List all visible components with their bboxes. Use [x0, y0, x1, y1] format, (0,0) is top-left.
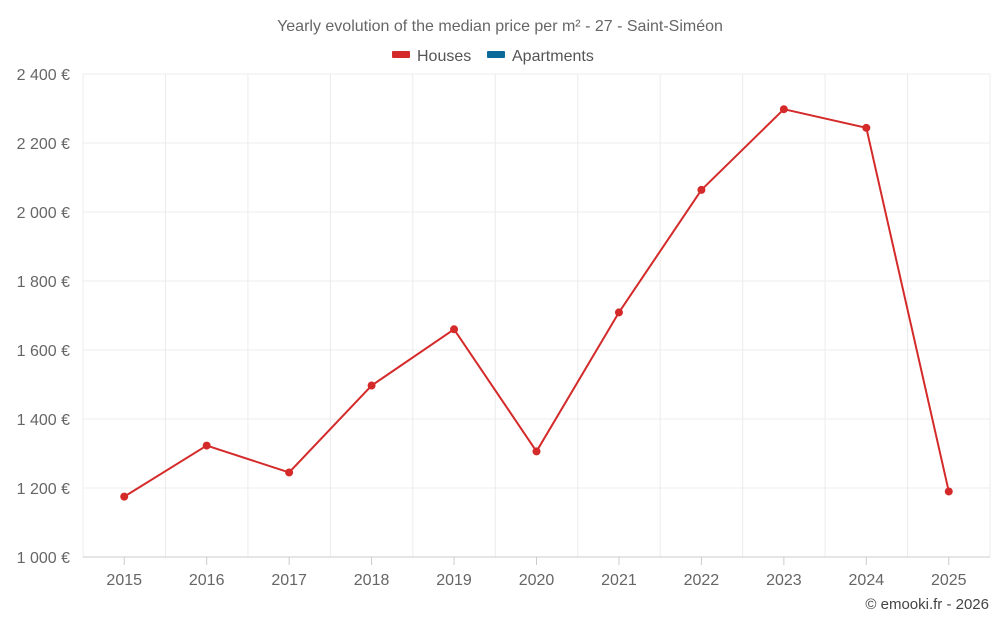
data-point[interactable] [944, 487, 953, 496]
legend-swatch-houses [392, 51, 410, 58]
data-point[interactable] [779, 105, 788, 114]
credit: © emooki.fr - 2026 [865, 596, 989, 613]
data-point[interactable] [614, 308, 623, 317]
legend-item-apartments[interactable]: Apartments [487, 48, 594, 65]
data-point[interactable] [120, 492, 129, 501]
series-houses [120, 105, 953, 501]
data-point[interactable] [285, 468, 294, 477]
data-point[interactable] [697, 185, 706, 194]
y-tick-label: 1 200 € [17, 481, 70, 498]
legend-item-houses[interactable]: Houses [392, 48, 471, 65]
x-tick-label: 2016 [189, 572, 225, 589]
x-tick-label: 2015 [106, 572, 142, 589]
legend-swatch-apartments [487, 51, 505, 58]
x-tick-label: 2019 [436, 572, 472, 589]
chart-title: Yearly evolution of the median price per… [277, 18, 723, 35]
y-axis-labels: 1 000 € 1 200 € 1 400 € 1 600 € 1 800 € 2 000… [17, 67, 70, 567]
y-tick-label: 2 000 € [17, 205, 70, 222]
data-point[interactable] [450, 325, 459, 334]
y-tick-label: 1 600 € [17, 343, 70, 360]
legend: Houses Apartments [392, 48, 594, 65]
grid [82, 73, 991, 557]
data-point[interactable] [367, 381, 376, 390]
x-tick-label: 2018 [354, 572, 390, 589]
y-tick-label: 2 400 € [17, 67, 70, 84]
x-tick-label: 2020 [519, 572, 555, 589]
legend-label-apartments: Apartments [512, 48, 594, 65]
x-tick-label: 2022 [684, 572, 720, 589]
y-tick-label: 2 200 € [17, 136, 70, 153]
x-axis-labels: 2015 2016 2017 2018 2019 2020 2021 2022 2023 2024… [106, 557, 967, 589]
x-tick-label: 2023 [766, 572, 802, 589]
y-tick-label: 1 800 € [17, 274, 70, 291]
y-tick-label: 1 000 € [17, 550, 70, 567]
x-tick-label: 2017 [271, 572, 307, 589]
data-point[interactable] [532, 447, 541, 456]
y-tick-label: 1 400 € [17, 412, 70, 429]
x-tick-label: 2025 [931, 572, 967, 589]
legend-label-houses: Houses [417, 48, 471, 65]
data-point[interactable] [862, 123, 871, 132]
data-point[interactable] [202, 441, 211, 450]
x-tick-label: 2024 [849, 572, 885, 589]
x-tick-label: 2021 [601, 572, 637, 589]
